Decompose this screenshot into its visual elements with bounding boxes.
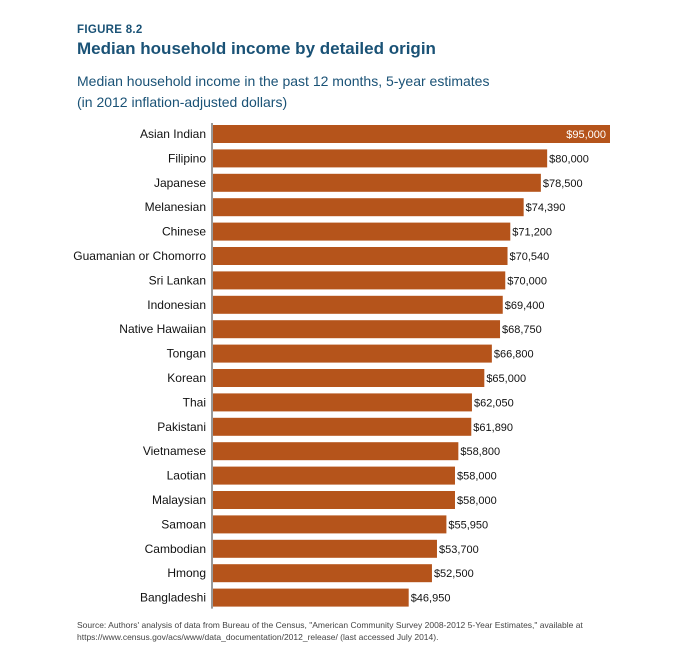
category-label: Tongan (167, 347, 206, 361)
category-label: Indonesian (147, 298, 206, 312)
value-label: $66,800 (494, 349, 534, 361)
bar (213, 247, 508, 265)
value-label: $70,540 (510, 251, 550, 263)
chart-subtitle-line1: Median household income in the past 12 m… (77, 73, 490, 89)
category-label: Samoan (161, 517, 206, 531)
value-label: $62,050 (474, 397, 514, 409)
value-label: $68,750 (502, 324, 542, 336)
bar (213, 344, 492, 363)
value-label: $95,000 (566, 129, 606, 141)
value-label: $69,400 (505, 300, 545, 312)
category-label: Thai (183, 395, 206, 409)
bar (213, 222, 511, 241)
value-label: $61,890 (473, 422, 513, 434)
value-label: $58,000 (457, 495, 497, 507)
bar (213, 173, 541, 192)
bar (213, 125, 610, 143)
value-label: $58,000 (457, 471, 497, 483)
category-label: Korean (167, 371, 206, 385)
bar (213, 588, 409, 607)
bar (213, 393, 472, 412)
source-note: Source: Authors' analysis of data from B… (77, 619, 637, 643)
category-label: Chinese (162, 225, 206, 239)
category-label: Hmong (167, 566, 206, 580)
category-label: Japanese (154, 176, 206, 190)
bar (213, 320, 501, 339)
bar (213, 198, 524, 217)
category-label: Melanesian (145, 200, 206, 214)
category-label: Guamanian or Chomorro (73, 249, 206, 263)
bar (213, 149, 548, 168)
bar (213, 442, 459, 461)
chart-subtitle-line2: (in 2012 inflation-adjusted dollars) (77, 94, 288, 110)
source-line1: Source: Authors' analysis of data from B… (77, 620, 583, 630)
category-label: Vietnamese (143, 444, 206, 458)
source-line2: https://www.census.gov/acs/www/data_docu… (77, 632, 439, 642)
figure-label: FIGURE 8.2 (77, 24, 143, 36)
bar (213, 466, 455, 485)
value-label: $78,500 (543, 178, 583, 190)
value-label: $55,950 (448, 519, 488, 531)
bar (213, 491, 455, 509)
category-label: Bangladeshi (140, 591, 206, 605)
bar (213, 539, 437, 558)
bar (213, 369, 485, 387)
value-label: $70,000 (507, 275, 547, 287)
category-label: Filipino (168, 151, 206, 165)
value-label: $53,700 (439, 544, 479, 556)
bar (213, 417, 472, 436)
category-label: Laotian (167, 469, 206, 483)
category-label: Asian Indian (140, 127, 206, 141)
category-label: Pakistani (157, 420, 206, 434)
value-label: $80,000 (549, 153, 589, 165)
category-label: Malaysian (152, 493, 206, 507)
category-label: Native Hawaiian (119, 322, 206, 336)
value-label: $65,000 (486, 373, 526, 385)
bar (213, 515, 447, 534)
bar-chart: Asian Indian $95,000 Filipino $80,000 Japane… (73, 123, 610, 609)
category-label: Cambodian (145, 542, 206, 556)
chart-title: Median household income by detailed orig… (77, 39, 436, 58)
bar (213, 271, 506, 290)
value-label: $52,500 (434, 568, 474, 580)
value-label: $71,200 (512, 227, 552, 239)
category-label: Sri Lankan (149, 273, 206, 287)
value-label: $74,390 (526, 202, 566, 214)
value-label: $58,800 (460, 446, 500, 458)
bar (213, 564, 432, 583)
bar (213, 295, 503, 314)
value-label: $46,950 (411, 593, 451, 605)
